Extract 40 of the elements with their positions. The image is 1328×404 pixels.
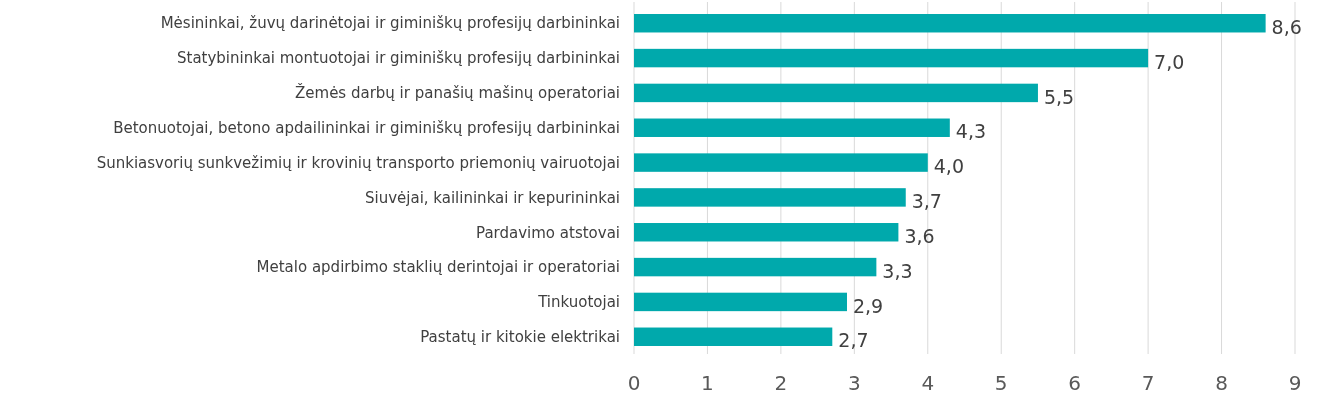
y-tick-label: Metalo apdirbimo staklių derintojai ir operatoriai [256, 258, 620, 277]
x-tick-label: 2 [774, 371, 788, 395]
bar [634, 153, 928, 172]
data-label: 2,9 [852, 294, 884, 317]
bar [634, 83, 1038, 103]
x-tick-label: 1 [701, 371, 714, 395]
x-tick-label: 0 [627, 371, 641, 395]
y-tick-label: Tinkuotojai [537, 293, 620, 312]
data-label: 8,6 [1271, 15, 1302, 38]
bar [634, 48, 1149, 68]
x-tick-label: 8 [1215, 371, 1228, 395]
bar [634, 257, 877, 277]
y-tick-label: Betonuotojai, betono apdailininkai ir giminiškų profesijų darbininkai [113, 119, 620, 137]
x-tick-label: 6 [1068, 371, 1082, 395]
x-tick-label: 3 [847, 371, 861, 395]
bar [634, 292, 847, 312]
bar [634, 188, 906, 207]
data-label: 2,7 [838, 329, 869, 352]
y-tick-label: Statybininkai montuotojai ir giminiškų profesijų darbininkai [176, 49, 620, 68]
x-tick-label: 7 [1141, 371, 1155, 395]
y-tick-label: Mėsininkai, žuvų darinėtojai ir giminiškų profesijų darbininkai [160, 14, 620, 33]
x-tick-label: 5 [994, 371, 1008, 395]
data-label: 7,0 [1154, 50, 1185, 73]
data-label: 4,0 [933, 155, 964, 178]
x-tick-label: 4 [921, 371, 935, 395]
bar [634, 327, 833, 346]
y-tick-label: Žemės darbų ir panašių mašinų operatoriai [295, 83, 620, 103]
data-label: 4,3 [955, 120, 987, 143]
bar [634, 14, 1266, 33]
bar [634, 223, 899, 242]
y-tick-label: Sunkiasvorių sunkvežimių ir krovinių transporto priemonių vairuotojai [96, 153, 620, 172]
y-tick-label: Siuvėjai, kailininkai ir kepurininkai [364, 188, 620, 207]
data-label: 3,7 [911, 190, 942, 213]
bar [634, 118, 950, 137]
data-label: 3,3 [882, 259, 913, 282]
data-label: 3,6 [904, 224, 935, 247]
data-label: 5,5 [1043, 85, 1075, 108]
y-tick-label: Pastatų ir kitokie elektrikai [420, 328, 620, 347]
y-tick-label: Pardavimo atstovai [476, 223, 620, 242]
x-tick-label: 9 [1288, 371, 1302, 395]
